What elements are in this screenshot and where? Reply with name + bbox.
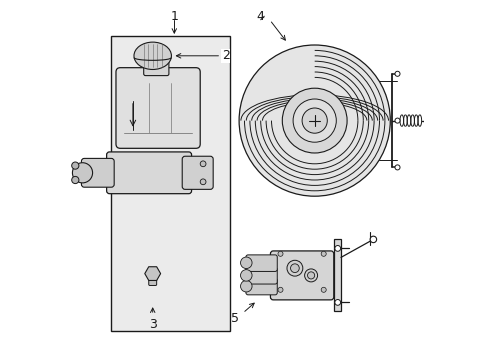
FancyBboxPatch shape [245,255,277,271]
Circle shape [72,176,79,184]
FancyBboxPatch shape [245,278,277,295]
Circle shape [334,246,340,251]
Circle shape [290,264,299,273]
FancyBboxPatch shape [148,273,156,285]
Text: 5: 5 [231,312,239,325]
FancyBboxPatch shape [270,251,333,300]
Bar [111,36,230,331]
Circle shape [72,163,92,183]
Circle shape [436,118,442,123]
Text: 3: 3 [148,318,156,330]
FancyBboxPatch shape [106,152,191,194]
FancyBboxPatch shape [245,267,277,284]
FancyBboxPatch shape [81,158,114,187]
Circle shape [307,272,314,279]
Circle shape [282,88,346,153]
Circle shape [72,162,79,169]
Text: 4: 4 [256,10,264,23]
Circle shape [240,270,251,281]
Ellipse shape [134,42,171,69]
Circle shape [277,251,283,256]
Circle shape [394,71,399,76]
Circle shape [292,99,336,142]
Circle shape [200,179,205,185]
Circle shape [394,165,399,170]
Circle shape [302,108,326,133]
Bar [334,239,340,311]
FancyBboxPatch shape [182,156,213,189]
Circle shape [304,269,317,282]
Circle shape [321,251,325,256]
Text: 2: 2 [176,49,229,62]
FancyBboxPatch shape [143,59,168,76]
Circle shape [200,161,205,167]
Circle shape [277,287,283,292]
Circle shape [334,300,340,305]
Circle shape [321,287,325,292]
Circle shape [286,260,302,276]
Circle shape [240,280,251,292]
Circle shape [394,118,399,123]
Circle shape [239,45,389,196]
FancyBboxPatch shape [116,68,200,148]
Circle shape [240,257,251,269]
Circle shape [369,236,376,243]
Text: 1: 1 [170,10,178,23]
